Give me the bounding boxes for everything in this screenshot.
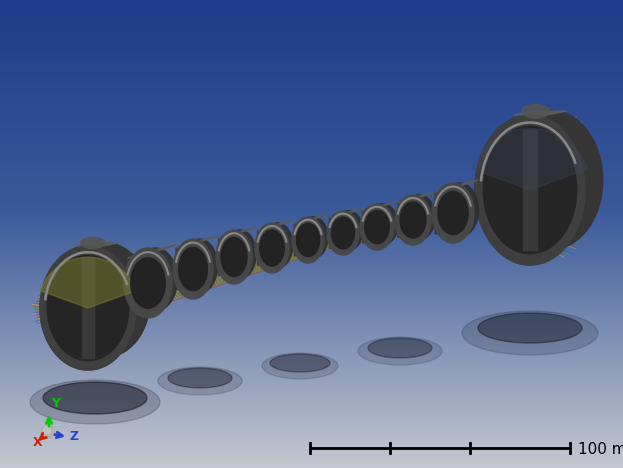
Text: Z: Z [69, 430, 78, 443]
Ellipse shape [260, 230, 284, 266]
Ellipse shape [432, 183, 474, 243]
Ellipse shape [134, 248, 178, 311]
Polygon shape [295, 221, 300, 256]
Polygon shape [330, 215, 335, 249]
Polygon shape [219, 235, 225, 276]
Ellipse shape [360, 204, 394, 250]
Polygon shape [363, 208, 368, 243]
Text: X: X [33, 436, 42, 449]
Ellipse shape [475, 115, 585, 265]
Polygon shape [435, 189, 442, 234]
Ellipse shape [62, 243, 150, 357]
Polygon shape [257, 228, 263, 265]
Ellipse shape [224, 230, 256, 278]
Ellipse shape [327, 211, 359, 255]
Ellipse shape [334, 211, 363, 250]
Polygon shape [363, 202, 397, 211]
Polygon shape [219, 227, 255, 238]
Text: 100 mm: 100 mm [578, 441, 623, 456]
Ellipse shape [358, 337, 442, 365]
Ellipse shape [262, 353, 338, 379]
Ellipse shape [438, 191, 468, 234]
Polygon shape [295, 214, 327, 224]
Ellipse shape [158, 367, 242, 395]
Ellipse shape [331, 217, 354, 249]
Ellipse shape [483, 126, 577, 254]
Wedge shape [472, 129, 587, 190]
Ellipse shape [478, 313, 582, 343]
Polygon shape [82, 258, 93, 358]
Ellipse shape [168, 368, 232, 388]
Ellipse shape [297, 223, 320, 256]
Ellipse shape [440, 183, 478, 237]
Ellipse shape [124, 248, 172, 318]
Ellipse shape [292, 217, 324, 263]
Ellipse shape [364, 211, 389, 243]
Polygon shape [513, 111, 567, 115]
Polygon shape [74, 243, 119, 246]
Ellipse shape [403, 195, 435, 240]
Polygon shape [176, 236, 217, 248]
Polygon shape [330, 209, 362, 218]
Ellipse shape [502, 111, 602, 249]
Wedge shape [40, 257, 136, 308]
Ellipse shape [181, 239, 217, 293]
Polygon shape [128, 244, 176, 258]
Ellipse shape [368, 338, 432, 358]
Ellipse shape [395, 195, 431, 245]
Polygon shape [40, 243, 106, 370]
Polygon shape [128, 255, 135, 307]
Polygon shape [488, 154, 571, 226]
Ellipse shape [367, 204, 398, 245]
Ellipse shape [270, 354, 330, 372]
Polygon shape [88, 243, 150, 370]
Ellipse shape [299, 217, 328, 258]
Ellipse shape [131, 258, 165, 308]
Ellipse shape [521, 104, 549, 118]
Ellipse shape [47, 256, 129, 361]
Polygon shape [257, 220, 292, 231]
Polygon shape [475, 111, 552, 265]
Polygon shape [176, 245, 183, 290]
Ellipse shape [262, 223, 293, 268]
Ellipse shape [44, 426, 50, 433]
Ellipse shape [400, 202, 426, 238]
Polygon shape [52, 278, 124, 338]
Polygon shape [397, 192, 434, 203]
Ellipse shape [30, 380, 160, 424]
Polygon shape [397, 200, 404, 237]
Ellipse shape [462, 311, 598, 355]
Ellipse shape [81, 237, 105, 249]
Polygon shape [523, 130, 536, 250]
Polygon shape [435, 180, 477, 192]
Ellipse shape [40, 246, 136, 370]
Ellipse shape [42, 425, 54, 439]
Ellipse shape [179, 248, 207, 291]
Polygon shape [530, 111, 602, 265]
Ellipse shape [216, 230, 252, 284]
Ellipse shape [173, 239, 213, 299]
Ellipse shape [255, 223, 289, 273]
Ellipse shape [43, 382, 147, 414]
Ellipse shape [221, 238, 247, 277]
Text: Y: Y [51, 397, 60, 410]
